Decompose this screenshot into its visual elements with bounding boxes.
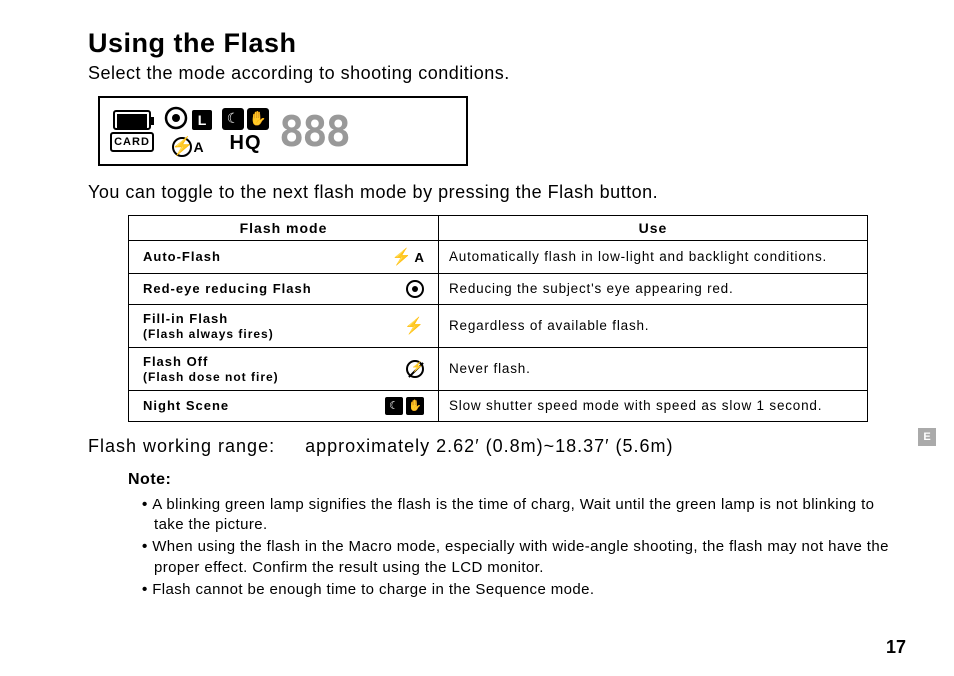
mode-name: Fill-in Flash (Flash always fires) [143, 311, 274, 341]
fillin-flash-icon: ⚡ [404, 316, 424, 336]
manual-page: Using the Flash Select the mode accordin… [0, 0, 954, 676]
use-text: Automatically flash in low-light and bac… [439, 241, 868, 274]
note-title: Note: [128, 471, 906, 489]
use-text: Regardless of available flash. [439, 305, 868, 348]
redeye-icon [164, 106, 188, 135]
th-use: Use [439, 216, 868, 241]
table-row: Flash Off (Flash dose not fire) Never fl… [129, 347, 868, 390]
flash-range: Flash working range: approximately 2.62′… [88, 436, 906, 457]
mode-name: Auto-Flash [143, 249, 221, 265]
mode-name: Red-eye reducing Flash [143, 281, 312, 297]
range-value: approximately 2.62′ (0.8m)~18.37′ (5.6m) [305, 436, 673, 456]
note-item: A blinking green lamp signifies the flas… [142, 495, 906, 536]
card-icon: CARD [110, 132, 154, 152]
table-row: Fill-in Flash (Flash always fires) ⚡ Reg… [129, 305, 868, 348]
redeye-flash-icon [406, 280, 424, 298]
note-section: Note: A blinking green lamp signifies th… [128, 471, 906, 600]
table-row: Night Scene ☾✋ Slow shutter speed mode w… [129, 390, 868, 421]
night-scene-icon: ☾✋ [385, 397, 424, 415]
use-text: Reducing the subject's eye appearing red… [439, 274, 868, 305]
table-row: Auto-Flash ⚡A Automatically flash in low… [129, 241, 868, 274]
flash-off-icon [406, 360, 424, 378]
use-text: Never flash. [439, 347, 868, 390]
th-flash-mode: Flash mode [129, 216, 439, 241]
lcd-display-diagram: CARD L ⚡A ☾ ✋ HQ 888 [98, 96, 468, 166]
night-icon: ☾ [222, 108, 244, 130]
lcd-eye-flash-col: L ⚡A [164, 106, 212, 157]
range-label: Flash working range: [88, 436, 275, 457]
toggle-instruction: You can toggle to the next flash mode by… [88, 182, 906, 203]
seven-segment-display: 888 [279, 107, 349, 156]
flash-mode-table: Flash mode Use Auto-Flash ⚡A Automatical… [128, 215, 868, 422]
battery-icon [113, 110, 151, 130]
page-subtitle: Select the mode according to shooting co… [88, 63, 906, 84]
page-number: 17 [886, 637, 906, 658]
mode-name: Flash Off (Flash dose not fire) [143, 354, 279, 384]
l-box-icon: L [192, 110, 212, 130]
hand-icon: ✋ [247, 108, 269, 130]
page-title: Using the Flash [88, 28, 906, 59]
flash-auto-icon: ⚡A [172, 137, 203, 157]
hq-label: HQ [230, 132, 262, 155]
mode-name: Night Scene [143, 398, 229, 414]
lcd-night-hq-col: ☾ ✋ HQ [222, 108, 269, 155]
note-item: When using the flash in the Macro mode, … [142, 537, 906, 578]
note-item: Flash cannot be enough time to charge in… [142, 580, 906, 600]
auto-flash-icon: ⚡A [391, 247, 424, 267]
language-tab: E [918, 428, 936, 446]
use-text: Slow shutter speed mode with speed as sl… [439, 390, 868, 421]
lcd-battery-card-col: CARD [110, 110, 154, 152]
table-row: Red-eye reducing Flash Reducing the subj… [129, 274, 868, 305]
